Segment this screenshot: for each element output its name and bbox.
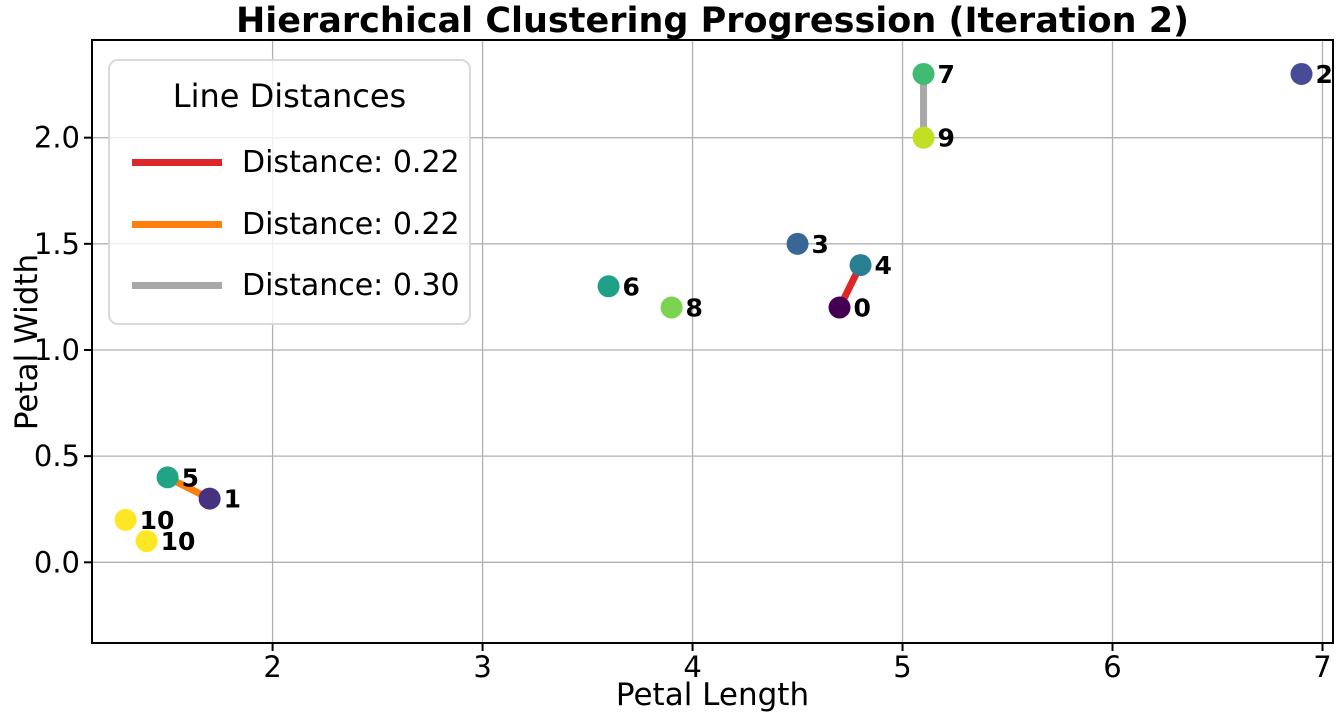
x-tick-label: 5 [893, 650, 911, 684]
legend-entry-label: Distance: 0.22 [242, 206, 460, 242]
y-tick-label: 2.0 [34, 121, 80, 155]
data-point-label: 0 [854, 294, 871, 323]
data-point-label: 1 [224, 485, 241, 514]
data-point [912, 62, 935, 85]
data-point [156, 466, 179, 489]
legend-line-swatch [132, 158, 222, 166]
x-tick-label: 2 [263, 650, 281, 684]
x-tick-label: 6 [1103, 650, 1121, 684]
y-tick-label: 0.0 [34, 545, 80, 579]
y-axis-label: Petal Width [9, 253, 45, 431]
legend-entry: Distance: 0.22 [110, 193, 469, 255]
chart-title: Hierarchical Clustering Progression (Ite… [235, 1, 1190, 41]
data-point-label: 2 [1316, 60, 1333, 89]
y-tick-label: 1.5 [34, 227, 80, 261]
legend-line-swatch [132, 220, 222, 228]
legend: Line Distances Distance: 0.22 Distance: … [108, 59, 471, 325]
legend-title: Line Distances [172, 77, 407, 115]
data-point [912, 126, 935, 149]
plot-frame [91, 39, 1334, 644]
data-point-label: 4 [875, 251, 892, 280]
data-point-label: 5 [182, 463, 199, 492]
data-point [1290, 62, 1313, 85]
legend-entry-label: Distance: 0.22 [242, 144, 460, 180]
x-axis-label: Petal Length [615, 677, 810, 713]
x-tick-label: 3 [473, 650, 491, 684]
legend-entry: Distance: 0.30 [110, 254, 469, 316]
data-point [597, 275, 620, 298]
data-point-label: 7 [938, 60, 955, 89]
legend-entry-label: Distance: 0.30 [242, 267, 460, 303]
legend-entry: Distance: 0.22 [110, 131, 469, 193]
data-point [660, 296, 683, 319]
data-point [828, 296, 851, 319]
data-point-label: 9 [938, 124, 955, 153]
data-point-label: 10 [140, 506, 175, 535]
data-point [114, 508, 137, 531]
legend-line-swatch [132, 281, 222, 289]
y-tick-label: 1.0 [34, 333, 80, 367]
x-tick-label: 4 [683, 650, 701, 684]
data-point [786, 232, 809, 255]
data-point-label: 6 [623, 272, 640, 301]
data-point-label: 10 [161, 527, 196, 556]
data-point-label: 3 [812, 230, 829, 259]
data-point [135, 530, 158, 553]
x-tick-label: 7 [1313, 650, 1331, 684]
data-point-label: 8 [686, 294, 703, 323]
data-point [198, 487, 221, 510]
y-tick-label: 0.5 [34, 439, 80, 473]
data-point [849, 254, 872, 277]
